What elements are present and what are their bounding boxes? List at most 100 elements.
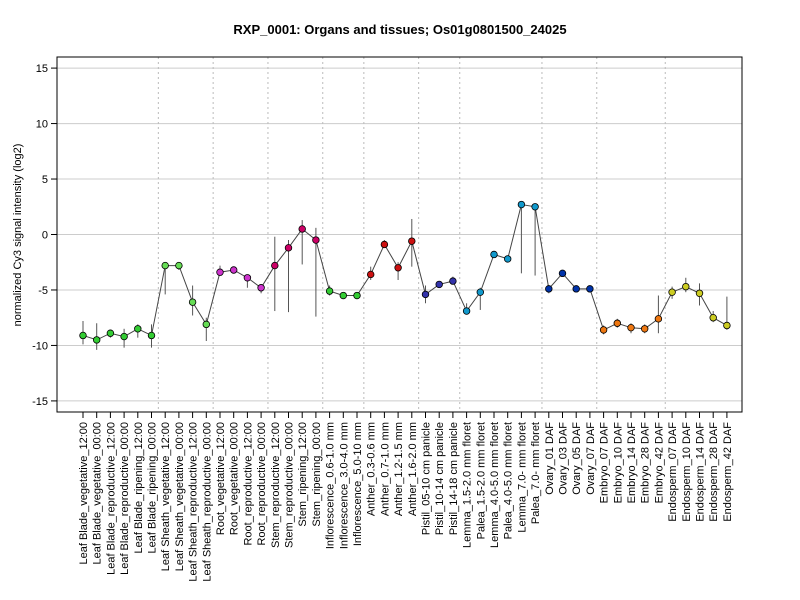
data-point [271,261,279,270]
x-tick-label: Embryo_14 DAF [626,422,638,504]
x-tick-label: Root_reproductive_00:00 [256,422,268,546]
y-tick-label: 15 [36,63,48,75]
x-tick-label: Ovary_03 DAF [558,422,570,495]
y-tick-label: -10 [32,340,48,352]
x-tick-label: Palea_1.5-2.0 mm floret [475,422,487,539]
x-tick-label: Endosperm_14 DAF [695,422,707,522]
data-point [106,329,115,337]
x-tick-label: Embryo_07 DAF [599,422,611,504]
x-tick-label: Leaf Sheath_reproductive_12:00 [188,422,200,582]
data-point [325,287,334,295]
x-tick-label: Leaf Blade_ripening_00:00 [147,422,159,554]
data-point [284,244,293,252]
data-point [476,288,484,296]
data-point [120,332,128,341]
x-tick-label: Lemma_1.5-2.0 mm floret [462,422,474,548]
x-tick-label: Leaf Sheath_reproductive_00:00 [201,422,213,582]
x-tick-label: Inflorescence_5.0-10 mm [352,422,364,546]
data-point [435,280,443,289]
x-tick-label: Anther_1.2-1.5 mm [393,422,405,516]
x-tick-label: Embryo_10 DAF [612,422,624,504]
data-point [586,285,594,293]
data-point [654,315,663,323]
grid-layer [57,67,742,402]
x-tick-label: Endosperm_10 DAF [681,422,693,522]
data-point [79,331,87,340]
data-point [517,200,526,209]
data-point [723,321,731,330]
x-tick-label: Leaf Blade_vegetative_00:00 [92,422,104,565]
x-tick-label: Root_vegetative_00:00 [229,422,241,535]
data-point [298,225,306,233]
y-axis-label: normalized Cy3 signal intensity (log2) [12,144,24,327]
data-point [188,298,197,306]
data-point [695,289,704,297]
data-point [408,237,416,245]
x-tick-label: Anther_0.3-0.6 mm [366,422,378,516]
x-tick-label: Leaf Blade_ripening_12:00 [133,422,145,554]
x-tick-label: Inflorescence_0.6-1.0 mm [325,422,337,549]
y-tick-label: 0 [42,230,48,242]
x-tick-label: Endosperm_42 DAF [722,422,734,522]
data-point [558,269,567,278]
data-point [627,323,635,332]
data-point [462,307,471,315]
data-point [216,268,224,276]
data-point [613,319,621,327]
data-point [380,240,389,249]
chart-title: RXP_0001: Organs and tissues; Os01g08015… [233,22,566,37]
x-tick-label: Stem_ripening_12:00 [297,422,309,527]
x-tick-label: Root_vegetative_12:00 [215,422,227,535]
data-point [449,277,457,285]
x-tick-label: Embryo_42 DAF [653,422,665,504]
data-point [175,261,183,270]
y-tick-label: 5 [42,174,48,186]
data-point [682,282,690,291]
x-tick-label: Leaf Sheath_vegetative_00:00 [174,422,186,571]
y-tick-label: -5 [38,285,48,297]
data-point [339,291,347,300]
data-point [668,288,676,296]
data-point [504,255,512,263]
x-tick-label: Leaf Blade_reproductive_12:00 [105,422,117,575]
x-tick-label: Ovary_01 DAF [544,422,556,495]
data-point [641,325,649,333]
data-point [545,285,553,293]
data-point [243,274,252,282]
data-point [353,291,361,300]
data-point [394,264,402,272]
data-point [92,336,101,344]
x-tick-label: Stem_reproductive_12:00 [270,422,282,548]
data-point [709,314,717,322]
data-point [147,331,156,340]
x-tick-label: Inflorescence_3.0-4.0 mm [338,422,350,549]
data-point [531,203,539,211]
x-tick-label: Anther_1.6-2.0 mm [407,422,419,516]
data-point [229,266,238,274]
x-tick-label: Leaf Sheath_vegetative_12:00 [160,422,172,571]
data-point [161,261,169,270]
x-tick-label: Anther_0.7-1.0 mm [379,422,391,516]
x-tick-label: Ovary_05 DAF [571,422,583,495]
x-tick-label: Pistil_14-18 cm panicle [448,422,460,535]
data-points [79,200,731,344]
x-tick-label: Root_reproductive_12:00 [242,422,254,546]
data-point [421,290,430,299]
data-point [312,236,320,244]
x-tick-label: Pistil_05-10 cm panicle [421,422,433,535]
data-point [572,285,580,293]
group-separators [157,57,666,412]
x-tick-label: Endosperm_07 DAF [667,422,679,522]
data-point [367,270,375,279]
x-tick-label: Palea_7.0- mm floret [530,422,542,524]
x-tick-label: Lemma_7.0- mm floret [516,422,528,533]
data-point [202,320,210,329]
y-tick-label: -15 [32,396,48,408]
x-tick-label: Pistil_10-14 cm panicle [434,422,446,535]
x-tick-label: Leaf Blade_reproductive_00:00 [119,422,131,575]
y-axis: -15 -10 -5 0 5 10 15 [32,63,57,408]
data-point [257,284,265,292]
x-axis: Leaf Blade_vegetative_12:00 Leaf Blade_ve… [78,412,734,582]
